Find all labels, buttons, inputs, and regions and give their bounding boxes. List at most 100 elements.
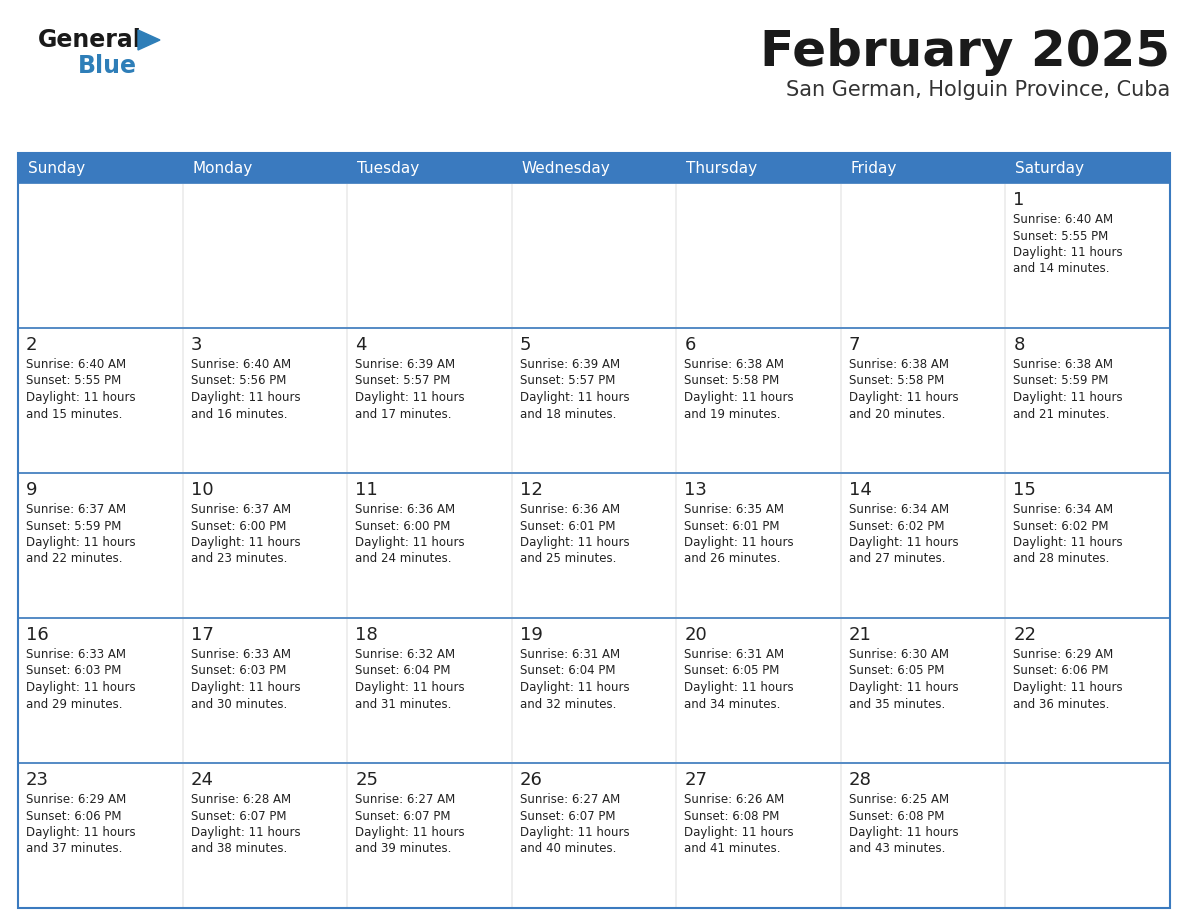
- Text: Sunrise: 6:33 AM: Sunrise: 6:33 AM: [26, 648, 126, 661]
- Text: Sunrise: 6:28 AM: Sunrise: 6:28 AM: [190, 793, 291, 806]
- Text: Sunrise: 6:32 AM: Sunrise: 6:32 AM: [355, 648, 455, 661]
- Bar: [1006, 474, 1169, 617]
- Text: Sunset: 6:07 PM: Sunset: 6:07 PM: [190, 810, 286, 823]
- Text: Sunset: 6:05 PM: Sunset: 6:05 PM: [849, 665, 944, 677]
- Text: 7: 7: [849, 336, 860, 354]
- Text: 28: 28: [849, 771, 872, 789]
- Text: and 22 minutes.: and 22 minutes.: [26, 553, 122, 565]
- Text: 1: 1: [1013, 191, 1025, 209]
- Text: and 24 minutes.: and 24 minutes.: [355, 553, 451, 565]
- Text: 27: 27: [684, 771, 707, 789]
- Text: Sunset: 5:58 PM: Sunset: 5:58 PM: [684, 375, 779, 387]
- Text: 12: 12: [519, 481, 543, 499]
- Text: Sunrise: 6:39 AM: Sunrise: 6:39 AM: [519, 358, 620, 371]
- Bar: [18, 153, 1170, 908]
- Text: Sunrise: 6:27 AM: Sunrise: 6:27 AM: [355, 793, 455, 806]
- Bar: [842, 619, 1004, 762]
- Text: and 23 minutes.: and 23 minutes.: [190, 553, 287, 565]
- Text: Daylight: 11 hours: Daylight: 11 hours: [519, 681, 630, 694]
- Bar: [513, 474, 675, 617]
- Bar: [1006, 329, 1169, 472]
- Text: General: General: [38, 28, 141, 52]
- Text: 5: 5: [519, 336, 531, 354]
- Bar: [184, 474, 346, 617]
- Bar: [19, 184, 182, 327]
- Text: Saturday: Saturday: [1016, 161, 1085, 175]
- Text: 6: 6: [684, 336, 696, 354]
- Bar: [19, 619, 182, 762]
- Text: Sunrise: 6:37 AM: Sunrise: 6:37 AM: [190, 503, 291, 516]
- Bar: [677, 474, 840, 617]
- Text: and 36 minutes.: and 36 minutes.: [1013, 698, 1110, 711]
- Text: Daylight: 11 hours: Daylight: 11 hours: [1013, 246, 1123, 259]
- Text: 18: 18: [355, 626, 378, 644]
- Text: Daylight: 11 hours: Daylight: 11 hours: [190, 391, 301, 404]
- Bar: [18, 328, 1170, 473]
- Text: Sunset: 5:57 PM: Sunset: 5:57 PM: [519, 375, 615, 387]
- Bar: [18, 763, 1170, 908]
- Text: Sunset: 5:56 PM: Sunset: 5:56 PM: [190, 375, 286, 387]
- Text: Sunrise: 6:38 AM: Sunrise: 6:38 AM: [849, 358, 949, 371]
- Text: Sunset: 6:04 PM: Sunset: 6:04 PM: [355, 665, 450, 677]
- Text: Daylight: 11 hours: Daylight: 11 hours: [26, 536, 135, 549]
- Bar: [18, 183, 1170, 328]
- Text: and 25 minutes.: and 25 minutes.: [519, 553, 617, 565]
- Bar: [513, 329, 675, 472]
- Text: and 28 minutes.: and 28 minutes.: [1013, 553, 1110, 565]
- Text: 19: 19: [519, 626, 543, 644]
- Text: 25: 25: [355, 771, 378, 789]
- Text: and 29 minutes.: and 29 minutes.: [26, 698, 122, 711]
- Text: Sunset: 6:06 PM: Sunset: 6:06 PM: [1013, 665, 1108, 677]
- Text: 10: 10: [190, 481, 213, 499]
- Bar: [348, 619, 511, 762]
- Text: Sunrise: 6:38 AM: Sunrise: 6:38 AM: [1013, 358, 1113, 371]
- Text: Sunrise: 6:33 AM: Sunrise: 6:33 AM: [190, 648, 291, 661]
- Text: and 21 minutes.: and 21 minutes.: [1013, 408, 1110, 420]
- Text: and 16 minutes.: and 16 minutes.: [190, 408, 287, 420]
- Text: and 18 minutes.: and 18 minutes.: [519, 408, 617, 420]
- Text: Sunset: 6:08 PM: Sunset: 6:08 PM: [684, 810, 779, 823]
- Text: and 35 minutes.: and 35 minutes.: [849, 698, 946, 711]
- Text: Sunset: 5:59 PM: Sunset: 5:59 PM: [1013, 375, 1108, 387]
- Bar: [1006, 184, 1169, 327]
- Text: Sunset: 6:04 PM: Sunset: 6:04 PM: [519, 665, 615, 677]
- Text: Daylight: 11 hours: Daylight: 11 hours: [26, 681, 135, 694]
- Text: 13: 13: [684, 481, 707, 499]
- Text: and 43 minutes.: and 43 minutes.: [849, 843, 946, 856]
- Text: Daylight: 11 hours: Daylight: 11 hours: [519, 826, 630, 839]
- Text: Sunrise: 6:27 AM: Sunrise: 6:27 AM: [519, 793, 620, 806]
- Text: Sunrise: 6:36 AM: Sunrise: 6:36 AM: [519, 503, 620, 516]
- Text: Sunrise: 6:37 AM: Sunrise: 6:37 AM: [26, 503, 126, 516]
- Text: Daylight: 11 hours: Daylight: 11 hours: [355, 391, 465, 404]
- Text: Friday: Friday: [851, 161, 897, 175]
- Text: Sunrise: 6:29 AM: Sunrise: 6:29 AM: [26, 793, 126, 806]
- Bar: [842, 184, 1004, 327]
- Text: 3: 3: [190, 336, 202, 354]
- Text: and 30 minutes.: and 30 minutes.: [190, 698, 286, 711]
- Text: Daylight: 11 hours: Daylight: 11 hours: [1013, 681, 1123, 694]
- Bar: [842, 474, 1004, 617]
- Text: Sunset: 6:02 PM: Sunset: 6:02 PM: [849, 520, 944, 532]
- Text: Daylight: 11 hours: Daylight: 11 hours: [190, 681, 301, 694]
- Text: Daylight: 11 hours: Daylight: 11 hours: [355, 826, 465, 839]
- Text: Blue: Blue: [78, 54, 137, 78]
- Text: 22: 22: [1013, 626, 1036, 644]
- Text: and 15 minutes.: and 15 minutes.: [26, 408, 122, 420]
- Text: Daylight: 11 hours: Daylight: 11 hours: [190, 826, 301, 839]
- Text: Daylight: 11 hours: Daylight: 11 hours: [26, 826, 135, 839]
- Text: Sunset: 5:55 PM: Sunset: 5:55 PM: [26, 375, 121, 387]
- Bar: [513, 184, 675, 327]
- Text: Sunset: 6:01 PM: Sunset: 6:01 PM: [684, 520, 779, 532]
- Text: Sunrise: 6:25 AM: Sunrise: 6:25 AM: [849, 793, 949, 806]
- Text: and 19 minutes.: and 19 minutes.: [684, 408, 781, 420]
- Text: 2: 2: [26, 336, 38, 354]
- Text: February 2025: February 2025: [760, 28, 1170, 76]
- Text: and 40 minutes.: and 40 minutes.: [519, 843, 617, 856]
- Text: and 37 minutes.: and 37 minutes.: [26, 843, 122, 856]
- Text: Daylight: 11 hours: Daylight: 11 hours: [26, 391, 135, 404]
- Text: Sunset: 6:01 PM: Sunset: 6:01 PM: [519, 520, 615, 532]
- Text: 4: 4: [355, 336, 367, 354]
- Text: Daylight: 11 hours: Daylight: 11 hours: [355, 681, 465, 694]
- Text: 20: 20: [684, 626, 707, 644]
- Text: Sunrise: 6:29 AM: Sunrise: 6:29 AM: [1013, 648, 1113, 661]
